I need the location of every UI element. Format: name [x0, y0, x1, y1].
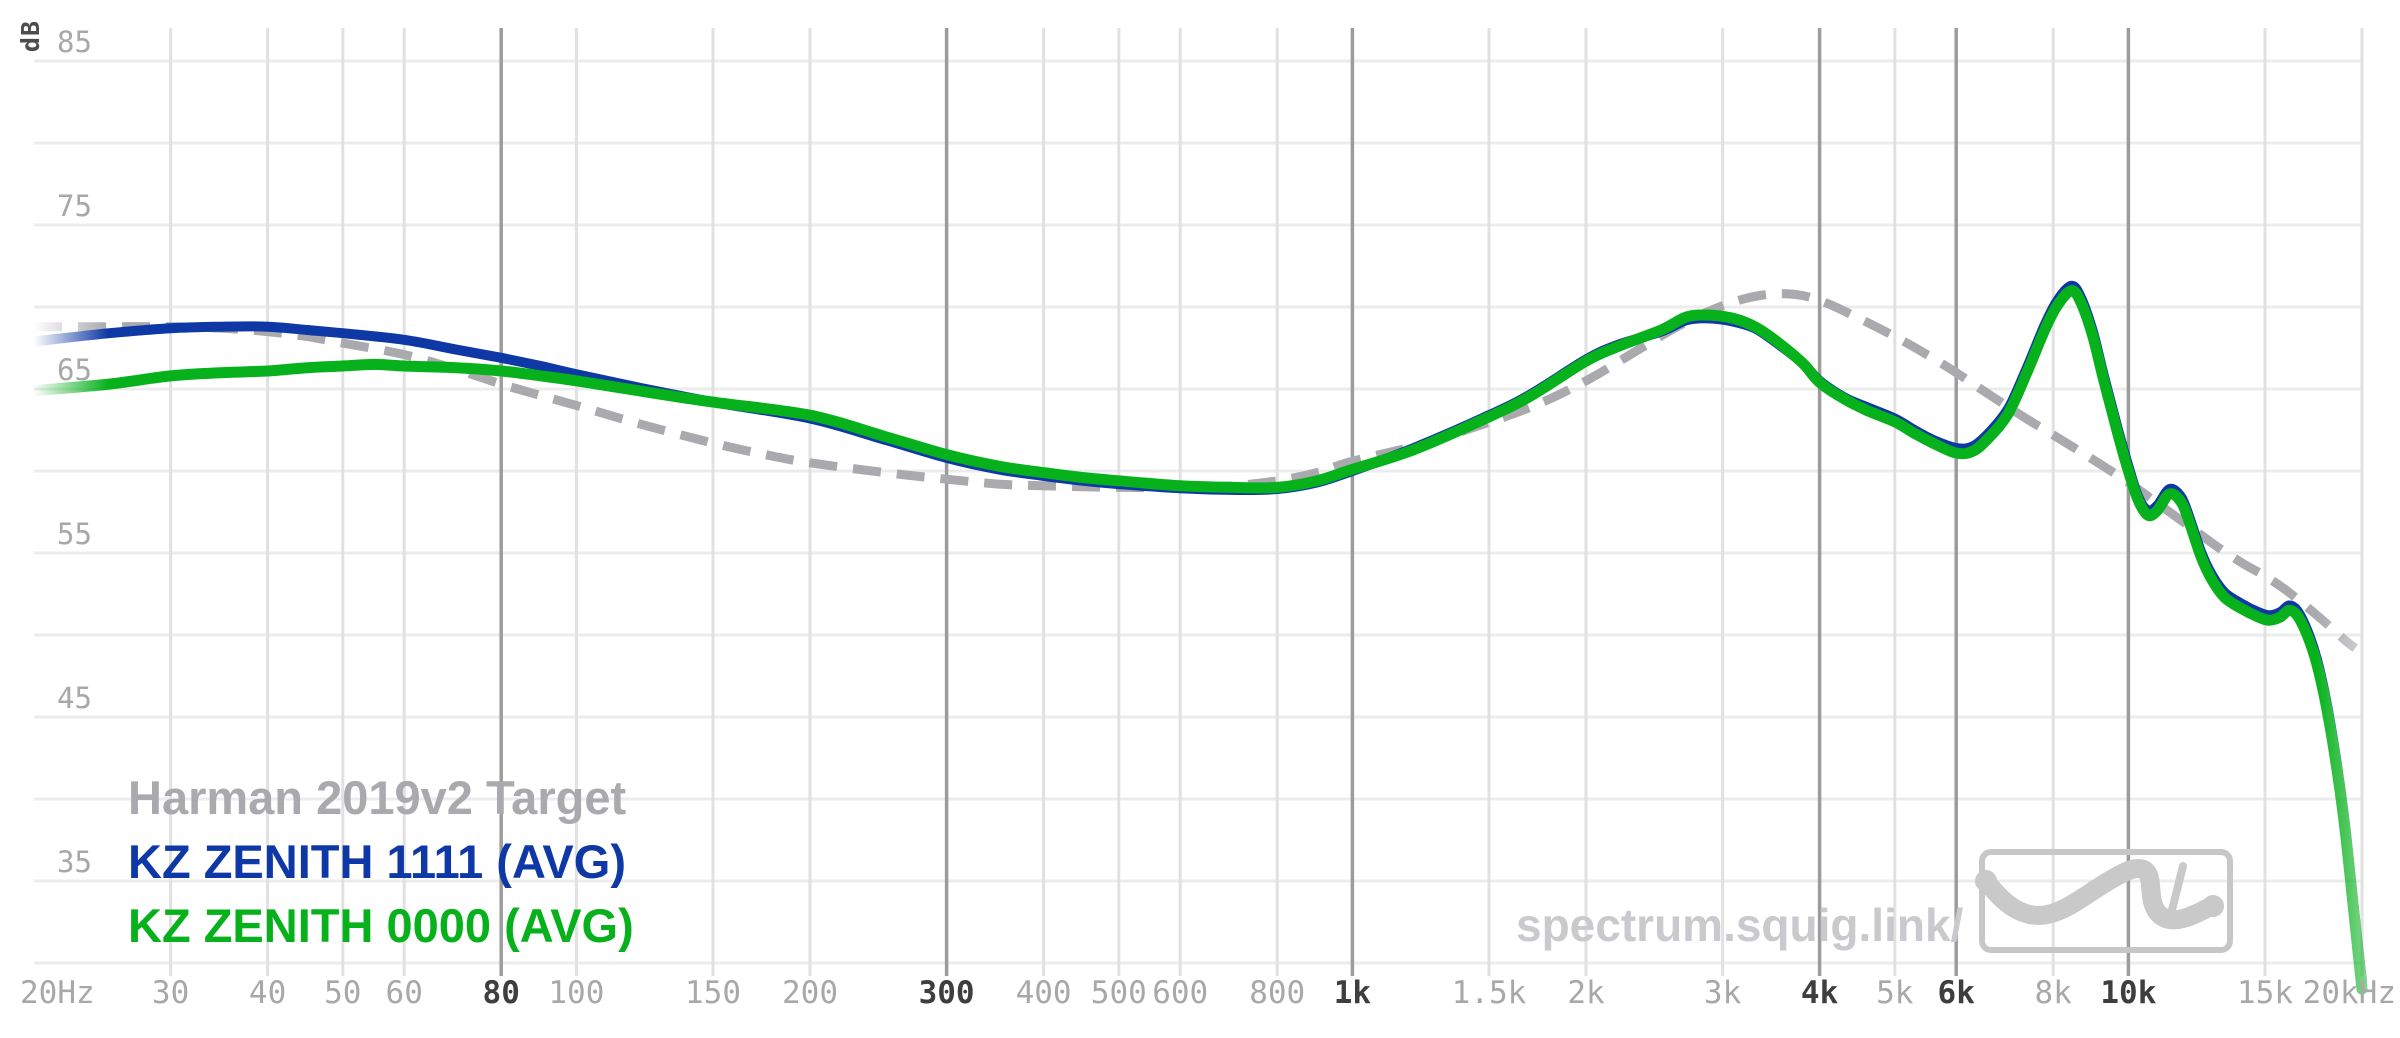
x-tick-label-5k: 5k — [1876, 975, 1914, 1011]
y-axis-tick-labels: 85 75 65 55 45 35 — [57, 25, 92, 879]
x-tick-label-20Hz: 20Hz — [20, 975, 95, 1011]
y-tick-label-65: 65 — [57, 353, 92, 387]
x-tick-label-150: 150 — [685, 975, 741, 1011]
x-tick-label-300: 300 — [919, 975, 975, 1011]
x-tick-label-4k: 4k — [1801, 975, 1839, 1011]
x-tick-label-50: 50 — [324, 975, 361, 1011]
y-tick-label-75: 75 — [57, 189, 92, 223]
x-tick-label-2k: 2k — [1567, 975, 1605, 1011]
x-tick-label-10k: 10k — [2100, 975, 2156, 1011]
logo-frame — [1979, 849, 2233, 953]
logo-wave-spike — [2166, 862, 2187, 922]
x-tick-label-20kHz: 20kHz — [2303, 975, 2396, 1011]
y-tick-label-45: 45 — [57, 681, 92, 715]
y-tick-label-55: 55 — [57, 517, 92, 551]
x-tick-label-40: 40 — [249, 975, 286, 1011]
x-tick-label-1.5k: 1.5k — [1452, 975, 1527, 1011]
x-axis-tick-labels: 20Hz 30 40 50 60 80 100 150 200 300 400 500 600 800 1k… — [20, 975, 2396, 1011]
x-tick-label-6k: 6k — [1938, 975, 1976, 1011]
watermark-link[interactable]: spectrum.squig.link/ — [1516, 899, 1964, 951]
legend-item-kz-zenith-1111[interactable]: KZ ZENITH 1111 (AVG) — [128, 835, 626, 888]
x-tick-label-100: 100 — [548, 975, 604, 1011]
x-tick-label-60: 60 — [386, 975, 423, 1011]
legend: Harman 2019v2 Target KZ ZENITH 1111 (AVG… — [128, 766, 634, 958]
legend-item-kz-zenith-0000[interactable]: KZ ZENITH 0000 (AVG) — [128, 899, 634, 952]
x-tick-label-600: 600 — [1152, 975, 1208, 1011]
x-tick-label-15k: 15k — [2237, 975, 2293, 1011]
curve-kz-zenith-0000-avg — [28, 285, 2368, 995]
curve-harman-2019v2-target — [34, 289, 2358, 652]
x-tick-label-800: 800 — [1249, 975, 1305, 1011]
x-tick-label-200: 200 — [782, 975, 838, 1011]
vertical-gridlines — [169, 28, 2364, 976]
x-tick-label-30: 30 — [152, 975, 189, 1011]
y-tick-label-85: 85 — [57, 25, 92, 59]
x-tick-label-500: 500 — [1091, 975, 1147, 1011]
legend-item-harman-target[interactable]: Harman 2019v2 Target — [128, 771, 627, 824]
x-tick-label-8k: 8k — [2035, 975, 2073, 1011]
x-tick-label-400: 400 — [1016, 975, 1072, 1011]
logo-wave-path — [1976, 859, 2223, 930]
curves — [28, 280, 2368, 995]
y-axis-unit-label: dB — [16, 20, 45, 53]
x-tick-label-1k: 1k — [1334, 975, 1372, 1011]
y-tick-label-35: 35 — [57, 845, 92, 879]
squiglink-wave-logo-icon[interactable] — [1962, 840, 2252, 970]
x-tick-label-3k: 3k — [1704, 975, 1742, 1011]
x-tick-label-80: 80 — [483, 975, 520, 1011]
horizontal-gridlines — [34, 59, 2362, 965]
